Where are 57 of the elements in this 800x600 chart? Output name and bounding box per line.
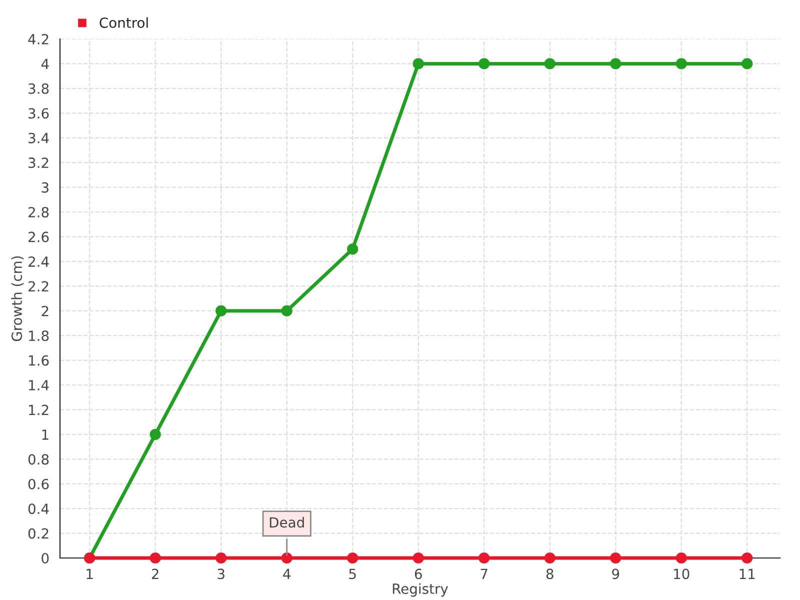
point [412, 58, 424, 70]
point [150, 552, 161, 564]
point [347, 244, 358, 255]
y-tick-label: 2.6 [28, 232, 49, 242]
x-tick-label: 10 [674, 568, 690, 580]
x-tick-label: 8 [546, 568, 554, 580]
y-tick-label: 1.8 [29, 330, 49, 342]
point [478, 58, 490, 70]
y-tick-label: 4.2 [28, 34, 48, 44]
point [281, 552, 292, 564]
y-tick-label: 3 [42, 182, 48, 193]
y-tick-label: 1.4 [29, 380, 49, 390]
x-tick-label: 1 [86, 568, 93, 579]
y-tick-label: 1.2 [29, 404, 48, 415]
y-tick-label: 2.4 [28, 256, 49, 267]
x-tick-label: 7 [480, 568, 488, 579]
point [544, 552, 556, 564]
point [412, 552, 424, 564]
x-tick-label: 11 [740, 568, 755, 579]
x-tick-label: 4 [283, 568, 290, 579]
y-tick-label: 0 [42, 552, 49, 564]
y-tick-label: 3.2 [28, 158, 48, 168]
point [610, 58, 622, 70]
y-tick-label: 1 [42, 430, 48, 440]
point [216, 305, 227, 316]
annotation: Dead [270, 516, 304, 528]
x-axis-title: Registry [392, 583, 448, 597]
y-tick-label: 3.4 [28, 132, 49, 144]
point [281, 305, 292, 316]
point [676, 552, 687, 564]
y-tick-label: 1.6 [29, 355, 49, 366]
point [610, 552, 622, 564]
point [478, 552, 490, 564]
legend-label: Control [100, 17, 148, 28]
point [150, 428, 161, 440]
y-tick-label: 4 [41, 58, 49, 69]
y-tick-label: 2.2 [28, 281, 48, 292]
point [676, 58, 687, 70]
point [742, 58, 753, 70]
x-tick-label: 6 [414, 568, 422, 580]
y-tick-label: 3.6 [28, 108, 49, 119]
y-tick-label: 0.4 [28, 504, 49, 514]
y-tick-label: 2 [42, 306, 48, 316]
y-tick-label: 0.6 [28, 478, 49, 490]
point [347, 552, 358, 564]
y-tick-label: 0.8 [28, 454, 49, 465]
point [216, 552, 227, 564]
x-tick-label: 5 [349, 568, 356, 580]
point [544, 58, 556, 70]
point [742, 552, 753, 564]
y-tick-label: 2.8 [28, 206, 49, 218]
y-tick-label: 3.8 [28, 83, 49, 94]
x-tick-label: 3 [218, 568, 224, 580]
x-tick-label: 2 [152, 568, 158, 579]
y-axis-title: Growth (cm) [11, 256, 24, 342]
y-tick-label: 0.2 [28, 528, 48, 539]
x-tick-label: 9 [612, 568, 620, 580]
